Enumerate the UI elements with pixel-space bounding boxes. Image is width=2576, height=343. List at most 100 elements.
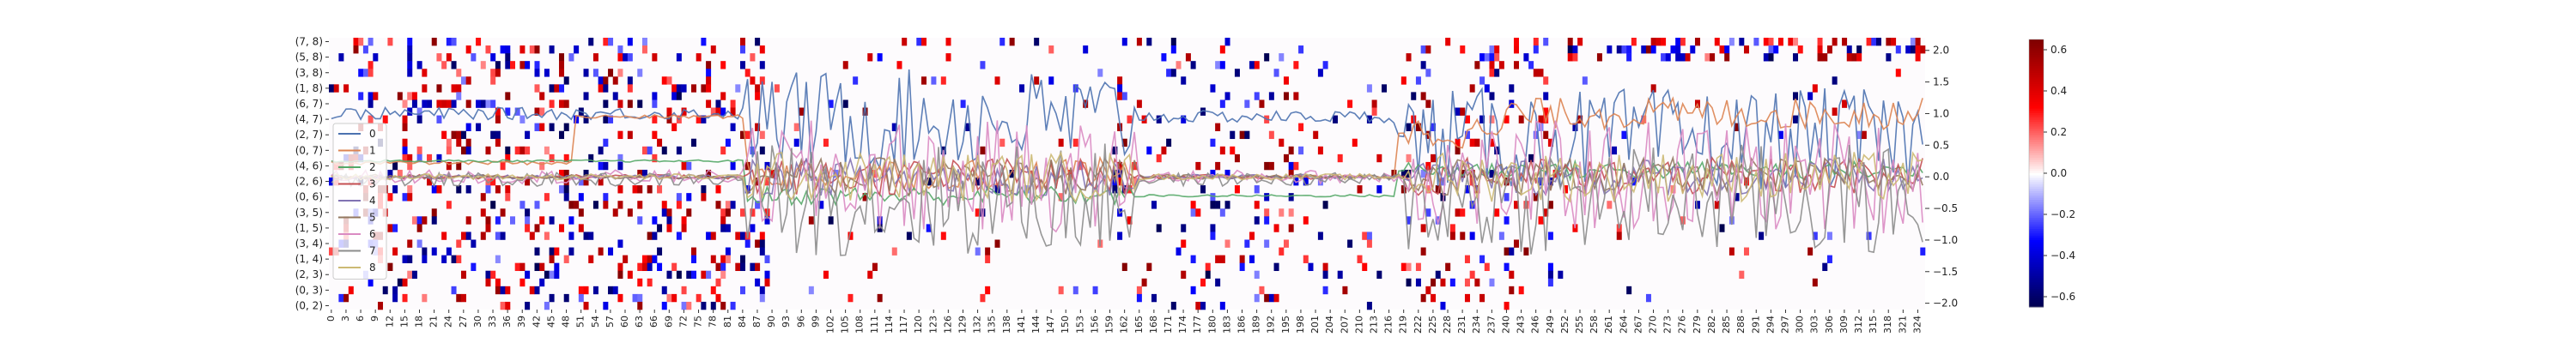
svg-text:(3, 8): (3, 8) xyxy=(295,67,323,79)
svg-text:33: 33 xyxy=(487,316,498,328)
x-tick-label: 138 xyxy=(1001,310,1012,334)
x-tick-label: 267 xyxy=(1632,310,1643,334)
x-tick-label: 105 xyxy=(840,310,851,334)
svg-text:51: 51 xyxy=(575,316,586,328)
svg-text:−0.2: −0.2 xyxy=(2050,208,2075,220)
x-tick-label: 261 xyxy=(1603,310,1614,334)
x-tick-label: 27 xyxy=(458,310,469,328)
x-tick-label: 108 xyxy=(854,310,866,334)
right-y-tick-label: 0.5 xyxy=(1925,139,1949,151)
svg-text:153: 153 xyxy=(1074,316,1085,334)
svg-text:54: 54 xyxy=(590,316,601,328)
svg-text:159: 159 xyxy=(1104,316,1115,334)
x-tick-label: 225 xyxy=(1427,310,1438,334)
x-tick-label: 162 xyxy=(1119,310,1130,334)
x-tick-label: 255 xyxy=(1574,310,1585,334)
right-y-tick-label: 1.5 xyxy=(1925,76,1949,88)
svg-text:168: 168 xyxy=(1148,316,1159,334)
x-tick-label: 48 xyxy=(561,310,572,328)
right-y-axis-ticks: 2.0 1.5 1.0 0.5 0.0 −0.5 −1.0 −1.5 −2.0 xyxy=(1925,45,1958,310)
x-tick-label: 204 xyxy=(1324,310,1335,334)
legend: 0 1 2 3 4 5 6 7 8 xyxy=(332,123,387,280)
svg-text:222: 222 xyxy=(1413,316,1424,334)
colorbar-tick-label: −0.4 xyxy=(2044,250,2075,262)
svg-text:87: 87 xyxy=(751,316,762,328)
y-tick-label: (4, 7) xyxy=(295,113,329,125)
x-tick-label: 93 xyxy=(781,310,792,328)
x-tick-label: 240 xyxy=(1500,310,1511,334)
svg-text:144: 144 xyxy=(1030,316,1042,334)
x-tick-label: 285 xyxy=(1721,310,1732,334)
svg-text:114: 114 xyxy=(884,316,895,334)
svg-text:204: 204 xyxy=(1324,316,1335,334)
svg-text:252: 252 xyxy=(1559,316,1571,334)
x-tick-label: 39 xyxy=(516,310,527,328)
svg-text:267: 267 xyxy=(1632,316,1643,334)
x-tick-label: 54 xyxy=(590,310,601,328)
svg-text:45: 45 xyxy=(545,316,556,328)
svg-text:0.6: 0.6 xyxy=(2050,44,2067,56)
x-tick-label: 273 xyxy=(1662,310,1674,334)
x-tick-label: 222 xyxy=(1413,310,1424,334)
svg-text:−2.0: −2.0 xyxy=(1933,298,1958,310)
x-tick-label: 228 xyxy=(1442,310,1453,334)
svg-text:1.5: 1.5 xyxy=(1933,76,1949,88)
legend-entry: 7 xyxy=(338,245,376,257)
svg-text:234: 234 xyxy=(1471,316,1482,334)
svg-text:18: 18 xyxy=(413,316,424,328)
x-tick-label: 165 xyxy=(1133,310,1145,334)
svg-text:276: 276 xyxy=(1677,316,1688,334)
svg-text:81: 81 xyxy=(722,316,733,328)
svg-text:60: 60 xyxy=(619,316,630,328)
svg-text:84: 84 xyxy=(737,316,748,328)
x-tick-label: 126 xyxy=(942,310,953,334)
x-tick-label: 219 xyxy=(1398,310,1409,334)
x-tick-label: 270 xyxy=(1648,310,1659,334)
svg-text:258: 258 xyxy=(1589,316,1600,334)
svg-text:105: 105 xyxy=(840,316,851,334)
svg-text:0.5: 0.5 xyxy=(1933,139,1949,151)
series-line-0 xyxy=(331,69,1923,190)
x-tick-label: 6 xyxy=(355,310,366,322)
right-y-tick-label: 0.0 xyxy=(1925,171,1949,183)
x-tick-label: 30 xyxy=(472,310,483,328)
svg-text:27: 27 xyxy=(458,316,469,328)
svg-text:78: 78 xyxy=(708,316,719,328)
svg-text:36: 36 xyxy=(501,316,513,328)
series-line-8 xyxy=(331,150,1923,203)
right-y-tick-label: 1.0 xyxy=(1925,107,1949,119)
colorbar-tick-label: 0.2 xyxy=(2044,126,2067,138)
svg-text:0: 0 xyxy=(369,128,376,140)
svg-text:207: 207 xyxy=(1339,316,1350,334)
x-tick-label: 186 xyxy=(1236,310,1248,334)
x-tick-label: 252 xyxy=(1559,310,1571,334)
svg-text:(3, 5): (3, 5) xyxy=(295,207,323,219)
svg-text:246: 246 xyxy=(1530,316,1541,334)
x-tick-label: 318 xyxy=(1882,310,1893,334)
overlay-lines xyxy=(331,69,1923,256)
svg-text:(1, 5): (1, 5) xyxy=(295,222,323,234)
svg-text:1.0: 1.0 xyxy=(1933,107,1949,119)
svg-text:249: 249 xyxy=(1545,316,1556,334)
svg-text:192: 192 xyxy=(1266,316,1277,334)
y-tick-label: (1, 4) xyxy=(295,253,329,265)
x-tick-label: 258 xyxy=(1589,310,1600,334)
svg-text:1: 1 xyxy=(369,145,376,157)
svg-text:(2, 6): (2, 6) xyxy=(295,176,323,188)
y-tick-label: (0, 3) xyxy=(295,284,329,296)
svg-text:198: 198 xyxy=(1295,316,1306,334)
svg-text:111: 111 xyxy=(869,316,880,334)
x-tick-label: 75 xyxy=(693,310,704,328)
svg-text:(6, 7): (6, 7) xyxy=(295,98,323,110)
x-tick-label: 198 xyxy=(1295,310,1306,334)
x-tick-label: 135 xyxy=(987,310,998,334)
svg-text:(1, 8): (1, 8) xyxy=(295,82,323,94)
svg-text:294: 294 xyxy=(1765,316,1776,334)
svg-text:(3, 4): (3, 4) xyxy=(295,238,323,250)
svg-text:228: 228 xyxy=(1442,316,1453,334)
svg-text:138: 138 xyxy=(1001,316,1012,334)
svg-text:2.0: 2.0 xyxy=(1933,45,1949,57)
svg-text:297: 297 xyxy=(1779,316,1790,334)
colorbar-tick-label: −0.2 xyxy=(2044,208,2075,220)
